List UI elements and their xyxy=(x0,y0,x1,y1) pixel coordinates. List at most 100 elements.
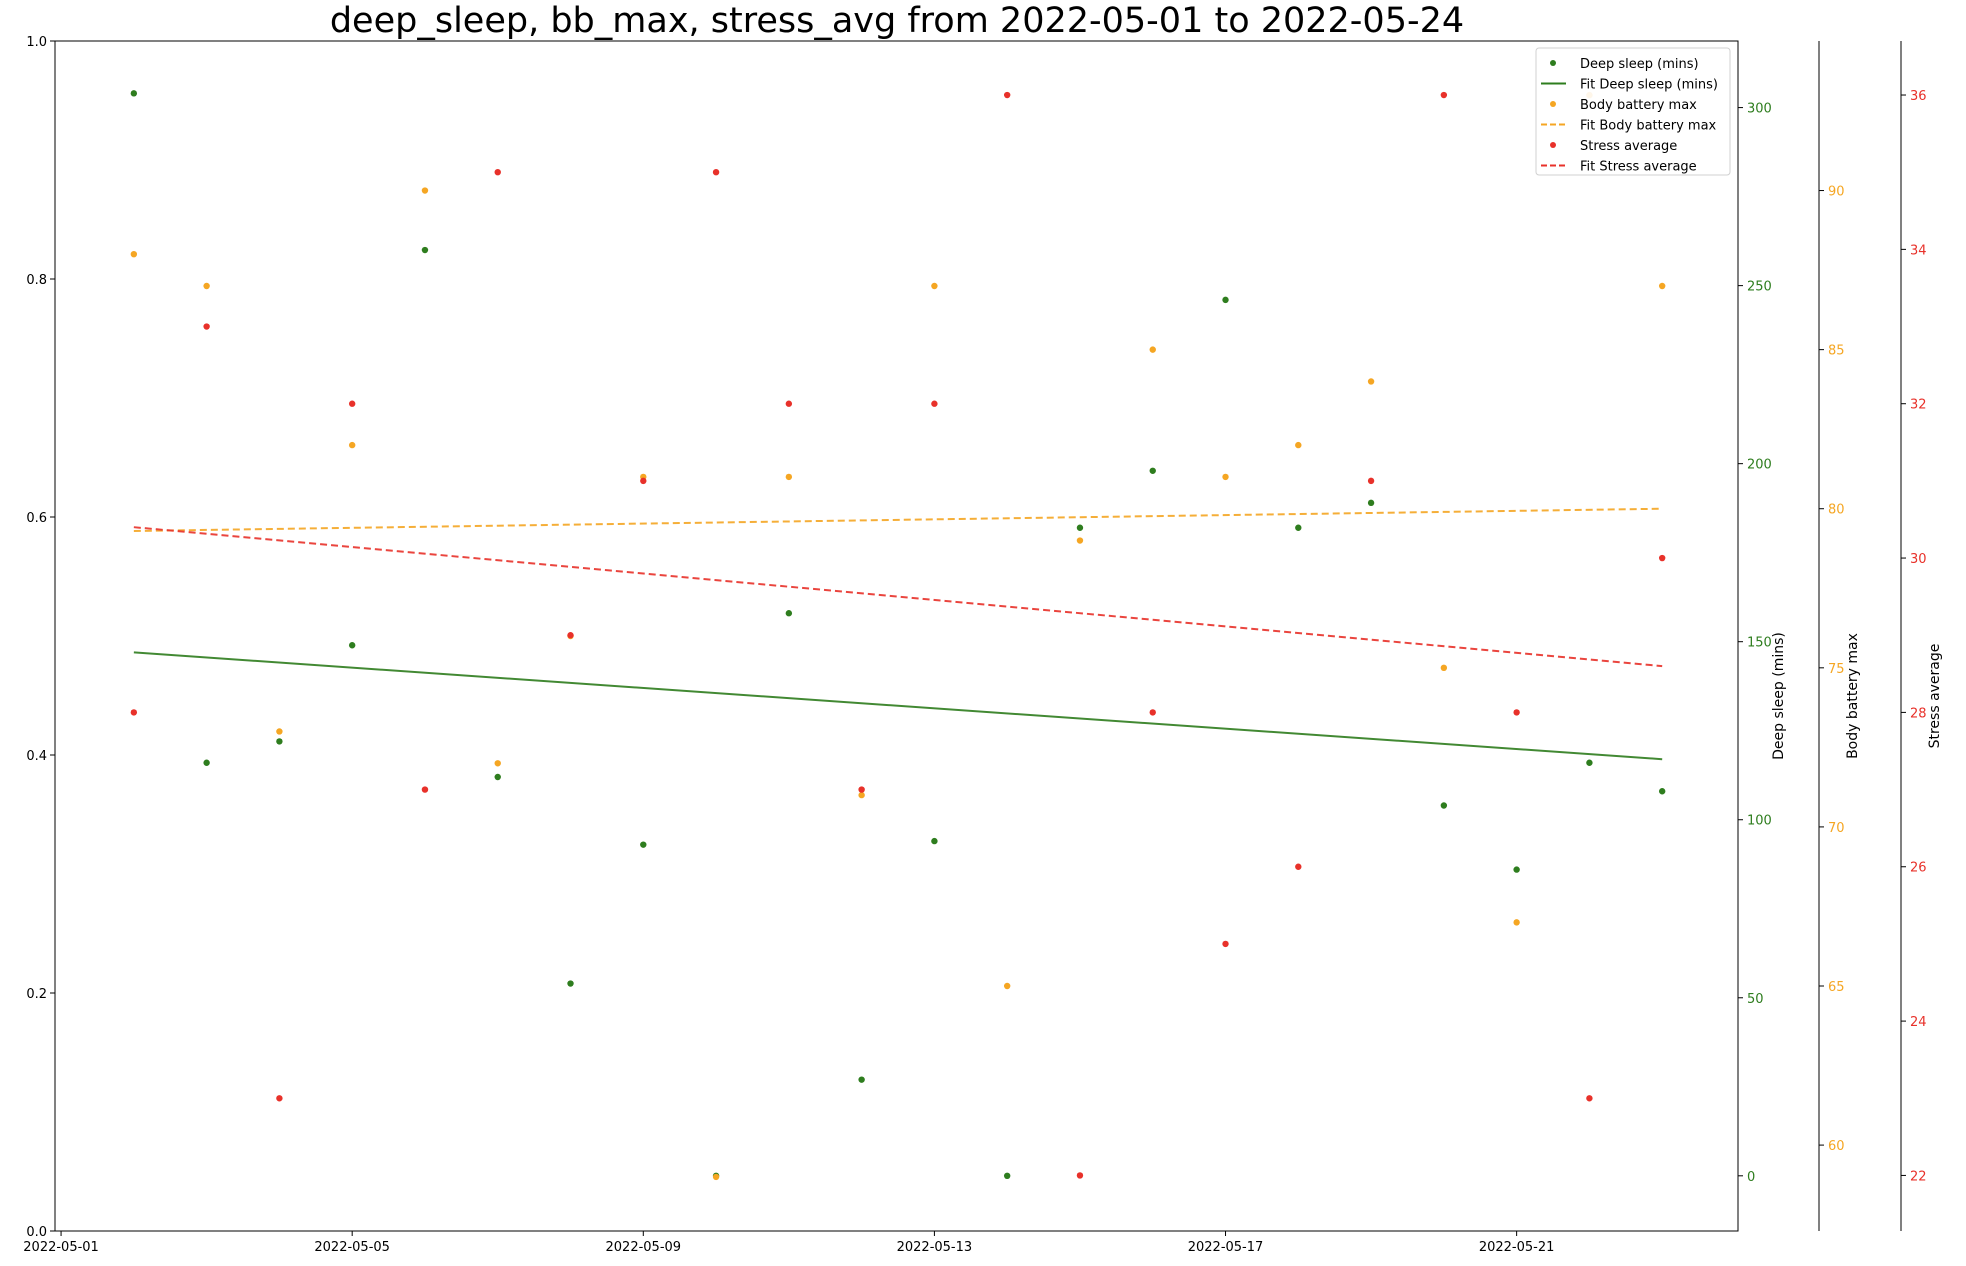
y-tick-label-right: 30 xyxy=(1910,552,1927,567)
data-point xyxy=(276,738,283,745)
y-tick-label-left: 0.2 xyxy=(26,987,47,1002)
data-point xyxy=(494,760,501,767)
y-tick-label-right: 26 xyxy=(1910,861,1927,876)
fit-line xyxy=(133,651,1663,761)
y-tick-label-right: 85 xyxy=(1828,344,1845,359)
data-point xyxy=(1149,346,1156,353)
x-tick-label: 2022-05-01 xyxy=(23,1240,99,1255)
data-point xyxy=(1222,940,1229,948)
data-point xyxy=(1658,554,1666,562)
data-point xyxy=(1440,664,1448,672)
data-point xyxy=(1149,709,1156,716)
legend-label: Fit Deep sleep (mins) xyxy=(1580,78,1718,93)
y-tick-label-left: 0.0 xyxy=(26,1225,47,1240)
y-tick-label-right: 70 xyxy=(1828,821,1845,836)
y-tick-label-right: 65 xyxy=(1828,980,1845,995)
y-tick-label-right: 200 xyxy=(1747,458,1772,473)
data-point xyxy=(931,837,938,845)
y-axis-label: Stress average xyxy=(1927,644,1943,749)
data-point xyxy=(567,980,574,987)
x-tick-label: 2022-05-13 xyxy=(897,1240,973,1255)
legend-marker xyxy=(1550,142,1556,148)
x-tick-label: 2022-05-09 xyxy=(606,1240,682,1255)
y-tick-label-right: 50 xyxy=(1747,992,1764,1007)
data-point xyxy=(276,1095,283,1102)
data-point xyxy=(640,477,647,485)
y-axis-label: Deep sleep (mins) xyxy=(1771,632,1787,760)
legend-marker xyxy=(1550,101,1556,107)
y-tick-label-right: 28 xyxy=(1910,706,1927,721)
legend xyxy=(1535,47,1731,176)
data-point xyxy=(276,728,283,735)
y-tick-label-right: 22 xyxy=(1910,1169,1927,1184)
data-point xyxy=(640,841,647,848)
chart-title: deep_sleep, bb_max, stress_avg from 2022… xyxy=(330,1,1464,41)
data-point xyxy=(1076,524,1084,531)
data-point xyxy=(1295,524,1302,531)
y-tick-label-left: 0.4 xyxy=(26,749,47,764)
y-tick-label-right: 32 xyxy=(1910,398,1927,413)
data-point xyxy=(130,709,138,716)
data-point xyxy=(203,282,210,290)
data-point xyxy=(1367,499,1375,507)
data-point xyxy=(348,642,356,649)
data-point xyxy=(1513,866,1520,873)
y-tick-label-right: 75 xyxy=(1828,662,1845,677)
data-point xyxy=(1295,863,1302,870)
data-point xyxy=(1513,919,1520,926)
data-point xyxy=(931,282,938,290)
data-point xyxy=(1367,477,1375,485)
data-point xyxy=(1295,441,1302,449)
data-point xyxy=(348,400,356,407)
data-point xyxy=(1513,709,1520,716)
fit-line xyxy=(133,507,1663,532)
data-point xyxy=(1003,982,1011,990)
data-point xyxy=(712,1173,720,1181)
legend-label: Fit Body battery max xyxy=(1580,119,1717,134)
data-point xyxy=(1222,296,1229,304)
plot-frame xyxy=(54,40,1739,1232)
data-point xyxy=(1586,1095,1593,1102)
data-point xyxy=(203,323,210,330)
y-tick-label-right: 36 xyxy=(1910,89,1927,104)
data-point xyxy=(567,632,574,639)
y-tick-label-right: 80 xyxy=(1828,503,1845,518)
data-point xyxy=(348,441,356,449)
data-point xyxy=(1076,1172,1084,1179)
y-tick-label-right: 300 xyxy=(1747,102,1772,117)
data-point xyxy=(421,246,429,254)
data-point xyxy=(494,773,501,781)
data-point xyxy=(858,786,865,793)
fit-line xyxy=(133,526,1663,668)
legend-label: Stress average xyxy=(1580,139,1677,154)
data-point xyxy=(494,168,501,176)
data-point xyxy=(130,250,138,258)
data-point xyxy=(931,400,938,407)
data-point xyxy=(203,759,210,766)
data-point xyxy=(1222,473,1229,481)
data-point xyxy=(712,168,720,176)
data-point xyxy=(785,610,793,617)
y-tick-label-left: 0.6 xyxy=(26,511,47,526)
y-tick-label-right: 34 xyxy=(1910,243,1927,258)
y-tick-label-right: 90 xyxy=(1828,185,1845,200)
data-point xyxy=(858,1076,865,1083)
data-point xyxy=(1586,759,1593,766)
legend-label: Fit Stress average xyxy=(1580,160,1697,175)
data-point xyxy=(1440,91,1448,99)
x-tick-label: 2022-05-17 xyxy=(1188,1240,1264,1255)
y-tick-label-right: 24 xyxy=(1910,1015,1927,1030)
data-point xyxy=(1003,91,1011,99)
data-point xyxy=(421,187,429,194)
data-point xyxy=(1367,378,1375,385)
y-tick-label-left: 0.8 xyxy=(26,273,47,288)
data-point xyxy=(1658,282,1666,290)
y-tick-label-left: 1.0 xyxy=(26,35,47,50)
data-point xyxy=(130,90,138,97)
data-point xyxy=(1076,537,1084,544)
data-point xyxy=(858,791,865,799)
y-tick-label-right: 0 xyxy=(1747,1170,1755,1185)
data-point xyxy=(785,473,793,481)
legend-marker xyxy=(1550,60,1556,66)
